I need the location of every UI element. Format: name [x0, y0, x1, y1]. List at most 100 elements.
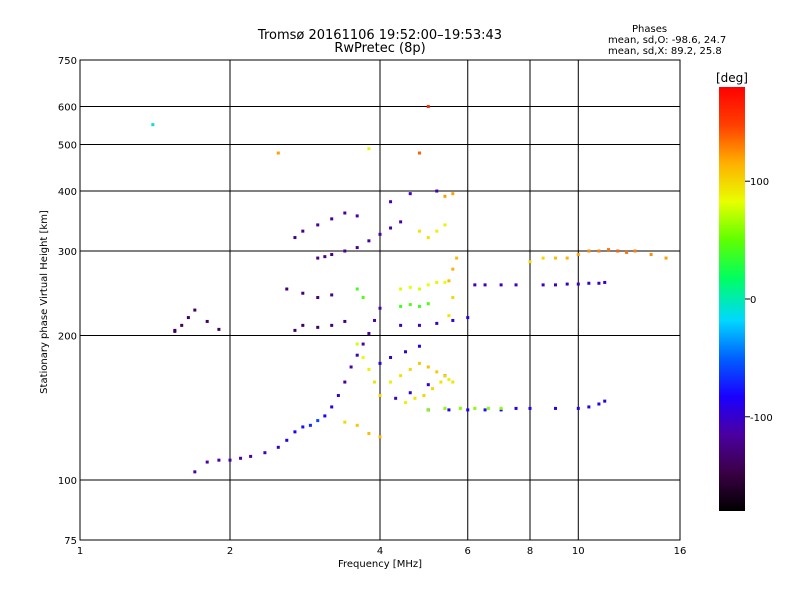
data-point: [435, 321, 439, 325]
data-point: [443, 223, 447, 227]
data-point: [426, 302, 430, 306]
data-point: [373, 380, 377, 384]
data-point: [499, 406, 503, 410]
data-point: [528, 260, 532, 264]
data-point: [378, 435, 382, 439]
data-point: [443, 280, 447, 284]
data-point: [417, 287, 421, 291]
data-point: [378, 306, 382, 310]
data-point: [330, 293, 334, 297]
x-axis-ticks: 1 2 4 6 8 10 16: [77, 546, 687, 557]
data-point: [616, 249, 620, 253]
data-point: [403, 350, 407, 354]
data-point: [330, 323, 334, 327]
data-point: [330, 253, 334, 257]
phase-stats-o: mean, sd,O: -98.6, 24.7: [608, 35, 727, 46]
data-point: [408, 367, 412, 371]
data-point: [466, 316, 470, 320]
data-point: [323, 255, 327, 259]
data-point: [399, 323, 403, 327]
data-point: [553, 406, 557, 410]
data-point: [330, 217, 334, 221]
data-point: [389, 226, 393, 230]
data-point: [455, 256, 459, 260]
data-point: [205, 319, 209, 323]
data-point: [408, 192, 412, 196]
data-point: [193, 470, 197, 474]
data-point: [399, 287, 403, 291]
data-point: [443, 374, 447, 378]
data-point: [483, 283, 487, 287]
data-point: [426, 105, 430, 109]
data-point: [316, 256, 320, 260]
data-point: [553, 283, 557, 287]
data-point: [528, 406, 532, 410]
data-point: [435, 370, 439, 374]
data-point: [301, 229, 305, 233]
x-tick-label: 4: [377, 546, 383, 557]
data-point: [431, 387, 435, 391]
data-point: [426, 408, 430, 412]
data-point: [367, 331, 371, 335]
data-point: [443, 194, 447, 198]
data-point: [426, 283, 430, 287]
x-tick-label: 6: [465, 546, 471, 557]
data-point: [373, 318, 377, 322]
data-point: [451, 318, 455, 322]
data-point: [426, 365, 430, 369]
data-point: [451, 267, 455, 271]
chart-subtitle: RwPretec (8p): [334, 41, 426, 56]
data-point: [316, 296, 320, 300]
colorbar-tick-label: -100: [750, 413, 773, 424]
x-tick-label: 8: [527, 546, 533, 557]
data-point: [587, 281, 591, 285]
data-point: [417, 229, 421, 233]
data-point: [180, 323, 184, 327]
data-point: [151, 123, 155, 127]
colorbar-ticks: 100 0 -100: [745, 177, 773, 424]
data-point: [389, 200, 393, 204]
data-point: [541, 283, 545, 287]
chart-title: Tromsø 20161106 19:52:00–19:53:43: [257, 28, 503, 43]
data-point: [239, 456, 243, 460]
data-point: [576, 282, 580, 286]
data-point: [597, 249, 601, 253]
data-point: [355, 342, 359, 346]
data-point: [403, 401, 407, 405]
data-point: [378, 361, 382, 365]
data-point: [435, 189, 439, 193]
data-point: [426, 236, 430, 240]
data-point: [343, 420, 347, 424]
colorbar-tick-label: 0: [750, 295, 756, 306]
data-point: [473, 283, 477, 287]
data-point: [417, 361, 421, 365]
data-point: [633, 249, 637, 253]
data-point: [408, 285, 412, 289]
data-point: [249, 454, 253, 458]
data-point: [394, 396, 398, 400]
data-point: [293, 236, 297, 240]
data-point: [343, 380, 347, 384]
data-point: [486, 406, 490, 410]
data-point: [417, 323, 421, 327]
data-point: [597, 281, 601, 285]
data-point: [426, 383, 430, 387]
y-tick-label: 300: [58, 247, 77, 258]
y-axis-ticks: 75 100 200 300 400 500 600 750: [58, 56, 77, 547]
data-point: [514, 283, 518, 287]
data-point: [355, 214, 359, 218]
data-point: [336, 394, 340, 398]
data-point: [447, 408, 451, 412]
data-point: [417, 304, 421, 308]
x-tick-label: 1: [77, 546, 83, 557]
data-point: [439, 380, 443, 384]
phase-stats-heading: Phases: [632, 24, 668, 35]
data-point: [301, 291, 305, 295]
data-point: [389, 355, 393, 359]
data-point: [205, 460, 209, 464]
data-point: [473, 406, 477, 410]
data-point: [301, 323, 305, 327]
data-point: [186, 316, 190, 320]
colorbar-tick-label: 100: [750, 177, 769, 188]
